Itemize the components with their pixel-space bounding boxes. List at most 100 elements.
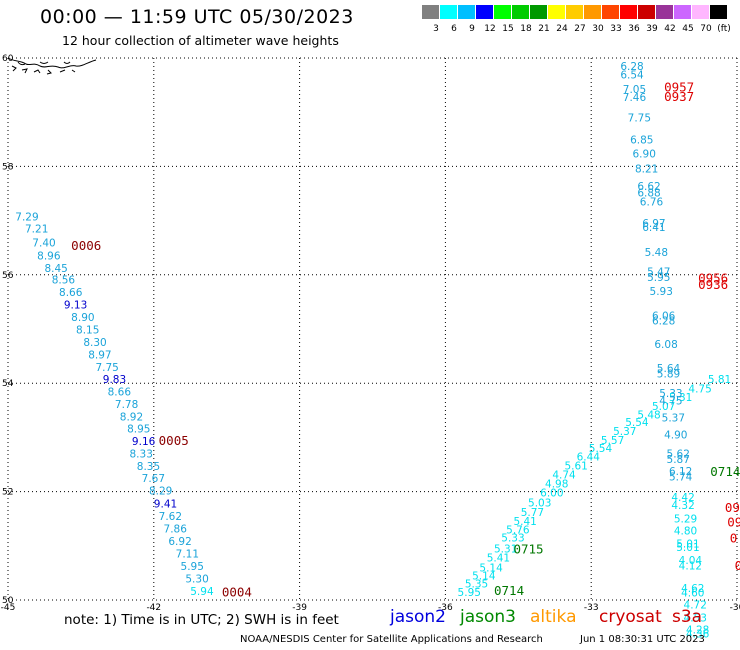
lat-tick-label: 50 (2, 596, 14, 606)
wave-height-value: 5.77 (521, 507, 544, 519)
colorbar-swatch (440, 5, 457, 19)
wave-height-value: 4.42 (671, 492, 694, 504)
wave-height-value: 5.37 (613, 426, 636, 438)
wave-height-value: 5.54 (625, 417, 649, 429)
colorbar-swatch (422, 5, 439, 19)
colorbar-swatch (458, 5, 475, 19)
wave-height-value: 4.74 (552, 469, 576, 481)
pass-time-label: 0005 (159, 433, 189, 448)
colorbar-label: 24 (556, 24, 568, 34)
pass-time-label: 0715 (513, 542, 543, 557)
wave-height-value: 4.90 (664, 430, 687, 442)
wave-height-value: 4.62 (681, 583, 704, 595)
wave-height-value: 5.31 (669, 392, 692, 404)
satellite-legend-altika: altika (530, 607, 577, 627)
wave-height-value: 5.93 (650, 286, 673, 298)
pass-time-label: 0957 (664, 80, 694, 95)
pass-time-label: 0714 (494, 583, 524, 598)
colorbar-swatch (512, 5, 529, 19)
wave-height-value: 7.40 (32, 237, 55, 249)
wave-height-value: 8.92 (120, 411, 143, 423)
wave-height-value: 4.75 (688, 384, 711, 396)
colorbar-swatch (638, 5, 655, 19)
axis-tick-labels: -45 -42 -39 -36 -33 -30 60 58 56 54 52 50 (1, 54, 740, 613)
colorbar-swatch (530, 5, 547, 19)
wave-height-value: 5.33 (501, 533, 524, 545)
wave-height-value: 8.90 (71, 312, 94, 324)
wave-height-value: 7.21 (25, 224, 48, 236)
wave-height-value: 5.76 (506, 525, 530, 537)
wave-height-value: 8.66 (59, 287, 83, 299)
wave-height-value: 7.46 (623, 92, 647, 104)
wave-height-value: 8.15 (76, 325, 99, 337)
wave-height-value: 6.44 (577, 451, 601, 463)
wave-height-value: 7.75 (95, 362, 118, 374)
wave-height-value: 5.81 (708, 374, 731, 386)
wave-height-value: 4.32 (671, 500, 694, 512)
wave-height-value: 6.92 (168, 536, 191, 548)
wave-height-value: 8.30 (83, 337, 106, 349)
wave-height-labels: 7.297.217.408.968.458.568.669.138.908.15… (15, 61, 731, 640)
wave-height-value: 7.67 (142, 473, 165, 485)
lat-tick-label: 56 (2, 271, 14, 281)
wave-height-value: 4.60 (681, 587, 704, 599)
wave-height-value: 9.41 (154, 499, 177, 511)
wave-height-value: 8.66 (108, 386, 132, 398)
wave-height-value: 5.01 (676, 542, 699, 554)
colorbar-label: 70 (700, 24, 712, 34)
pass-time-label: 0006 (71, 238, 101, 253)
credit-line: NOAA/NESDIS Center for Satellite Applica… (240, 634, 543, 645)
colorbar-label: 12 (484, 24, 496, 34)
wave-height-value: 5.37 (662, 412, 685, 424)
wave-height-value: 4.80 (674, 526, 697, 538)
wave-height-value: 4.28 (686, 624, 709, 636)
colorbar-label: 30 (592, 24, 604, 34)
wave-height-value: 4.75 (659, 396, 682, 408)
satellite-legend-s3a: s3a (672, 607, 703, 627)
wave-height-value: 6.62 (637, 181, 660, 193)
wave-height-value: 5.01 (676, 539, 699, 551)
colorbar-label: (ft) (717, 24, 731, 34)
wave-height-value: 4.12 (679, 560, 702, 572)
wave-height-value: 5.89 (657, 368, 680, 380)
wave-height-value: 5.14 (479, 562, 503, 574)
wave-height-value: 7.86 (164, 523, 188, 535)
wave-height-value: 6.00 (540, 488, 563, 500)
pass-time-label: 0956 (698, 271, 728, 286)
lat-tick-label: 58 (2, 162, 14, 172)
wave-height-value: 9.83 (103, 374, 126, 386)
pass-time-label: 09 (725, 500, 740, 515)
greenland-coastline (7, 57, 97, 75)
wave-height-value: 6.54 (620, 69, 644, 81)
colorbar-label: 18 (520, 24, 532, 34)
wave-height-value: 8.96 (37, 250, 61, 262)
colorbar-label: 33 (610, 24, 622, 34)
wave-height-value: 8.21 (635, 164, 658, 176)
satellite-legend-cryosat: cryosat (599, 607, 662, 627)
lat-tick-label: 60 (2, 54, 14, 64)
colorbar-swatch (494, 5, 511, 19)
wave-height-value: 5.41 (487, 553, 510, 565)
colorbar-swatch (584, 5, 601, 19)
colorbar-swatch (674, 5, 691, 19)
lon-tick-label: -30 (730, 603, 740, 613)
footer-note: note: 1) Time is in UTC; 2) SWH is in fe… (64, 612, 339, 628)
wave-height-value: 8.97 (88, 349, 111, 361)
wave-height-value: 6.28 (620, 61, 643, 73)
wave-height-value: 4.53 (684, 612, 707, 624)
wave-height-value: 5.95 (647, 272, 670, 284)
wave-height-value: 5.47 (647, 267, 670, 279)
wave-height-value: 7.11 (176, 548, 199, 560)
wave-height-value: 6.06 (652, 310, 676, 322)
wave-height-value: 7.29 (15, 211, 38, 223)
colorbar-swatch (656, 5, 673, 19)
wave-height-value: 5.14 (472, 571, 496, 583)
colorbar-label: 45 (682, 24, 694, 34)
wave-height-value: 6.28 (652, 315, 675, 327)
wave-height-value: 6.97 (642, 218, 665, 230)
colorbar-swatch (476, 5, 493, 19)
wave-height-value: 5.87 (667, 454, 690, 466)
satellite-legend-jason3: jason3 (460, 607, 516, 627)
wave-height-value: 5.07 (652, 401, 675, 413)
